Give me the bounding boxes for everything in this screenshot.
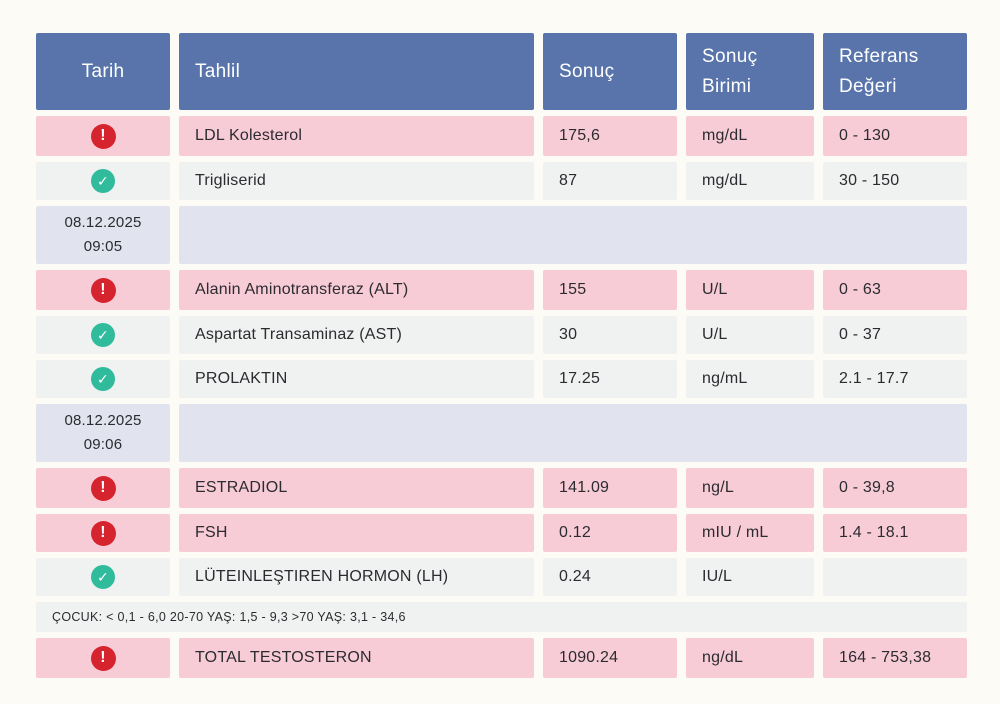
date-separator-band — [179, 206, 967, 264]
column-header-sonuc-birimi: Sonuç Birimi — [686, 33, 814, 110]
test-name-cell: FSH — [179, 514, 534, 552]
reference-cell: 0 - 37 — [823, 316, 967, 354]
result-cell: 0.12 — [543, 514, 677, 552]
result-cell: 17.25 — [543, 360, 677, 398]
reference-cell: 30 - 150 — [823, 162, 967, 200]
test-name-cell: Trigliserid — [179, 162, 534, 200]
status-cell: ✓ — [36, 558, 170, 596]
check-icon: ✓ — [91, 367, 115, 391]
reference-cell: 0 - 39,8 — [823, 468, 967, 508]
status-cell: ! — [36, 638, 170, 678]
result-cell: 30 — [543, 316, 677, 354]
test-name-cell: Aspartat Transaminaz (AST) — [179, 316, 534, 354]
status-cell: ! — [36, 116, 170, 156]
reference-cell: 1.4 - 18.1 — [823, 514, 967, 552]
date-cell: 08.12.2025 09:06 — [36, 404, 170, 462]
status-cell: ✓ — [36, 162, 170, 200]
date-separator-band — [179, 404, 967, 462]
lab-results-table: Tarih Tahlil Sonuç Sonuç Birimi Referans… — [36, 33, 967, 678]
reference-cell: 0 - 63 — [823, 270, 967, 310]
result-cell: 141.09 — [543, 468, 677, 508]
reference-note: ÇOCUK: < 0,1 - 6,0 20-70 YAŞ: 1,5 - 9,3 … — [36, 602, 967, 632]
test-name-cell: TOTAL TESTOSTERON — [179, 638, 534, 678]
result-cell: 87 — [543, 162, 677, 200]
date-value: 08.12.2025 — [64, 412, 142, 429]
result-cell: 155 — [543, 270, 677, 310]
test-name-cell: LDL Kolesterol — [179, 116, 534, 156]
column-header-tahlil: Tahlil — [179, 33, 534, 110]
date-value: 08.12.2025 — [64, 214, 142, 231]
alert-icon: ! — [90, 645, 116, 671]
time-value: 09:06 — [83, 436, 123, 453]
date-cell: 08.12.2025 09:05 — [36, 206, 170, 264]
column-header-referans: Referans Değeri — [823, 33, 967, 110]
unit-cell: ng/L — [686, 468, 814, 508]
column-header-sonuc: Sonuç — [543, 33, 677, 110]
reference-cell: 2.1 - 17.7 — [823, 360, 967, 398]
status-cell: ! — [36, 270, 170, 310]
check-icon: ✓ — [91, 323, 115, 347]
status-cell: ✓ — [36, 360, 170, 398]
check-icon: ✓ — [91, 565, 115, 589]
alert-icon: ! — [90, 475, 116, 501]
alert-icon: ! — [90, 277, 116, 303]
check-icon: ✓ — [91, 169, 115, 193]
unit-cell: IU/L — [686, 558, 814, 596]
reference-cell — [823, 558, 967, 596]
unit-cell: U/L — [686, 316, 814, 354]
time-value: 09:05 — [83, 238, 123, 255]
unit-cell: mIU / mL — [686, 514, 814, 552]
alert-icon: ! — [90, 123, 116, 149]
result-cell: 175,6 — [543, 116, 677, 156]
result-cell: 1090.24 — [543, 638, 677, 678]
reference-cell: 164 - 753,38 — [823, 638, 967, 678]
reference-cell: 0 - 130 — [823, 116, 967, 156]
status-cell: ! — [36, 514, 170, 552]
unit-cell: U/L — [686, 270, 814, 310]
status-cell: ✓ — [36, 316, 170, 354]
test-name-cell: ESTRADIOL — [179, 468, 534, 508]
test-name-cell: Alanin Aminotransferaz (ALT) — [179, 270, 534, 310]
column-header-tarih: Tarih — [36, 33, 170, 110]
unit-cell: ng/dL — [686, 638, 814, 678]
test-name-cell: LÜTEINLEŞTIREN HORMON (LH) — [179, 558, 534, 596]
result-cell: 0.24 — [543, 558, 677, 596]
test-name-cell: PROLAKTIN — [179, 360, 534, 398]
unit-cell: mg/dL — [686, 162, 814, 200]
status-cell: ! — [36, 468, 170, 508]
alert-icon: ! — [90, 520, 116, 546]
unit-cell: mg/dL — [686, 116, 814, 156]
unit-cell: ng/mL — [686, 360, 814, 398]
